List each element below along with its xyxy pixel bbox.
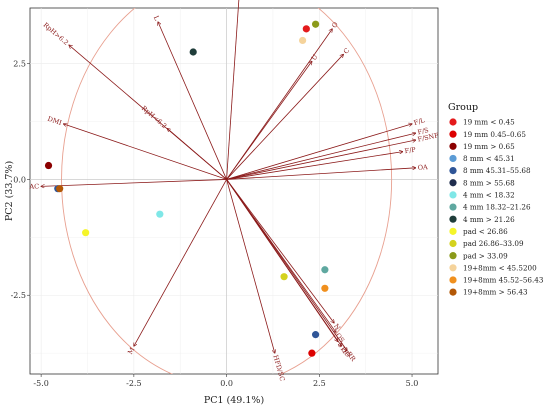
vector-arrow: [226, 61, 312, 180]
legend-label: 8 mm < 45.31: [463, 154, 515, 163]
legend-label: 19+8mm 45.52–56.43: [463, 276, 544, 285]
legend-key: [449, 191, 457, 199]
vector-label: C: [342, 46, 351, 55]
vector-arrow: [41, 179, 227, 186]
legend-key: [449, 239, 457, 248]
legend-label: pad 26.86–33.09: [463, 239, 524, 248]
x-tick-label: 0.0: [220, 379, 233, 388]
data-point: [312, 20, 320, 28]
vector-label: U: [310, 52, 320, 62]
legend-label: 4 mm 18.32–21.26: [463, 203, 531, 212]
vector-arrow: [226, 54, 344, 180]
x-tick-label: -2.5: [126, 379, 141, 388]
x-tick-label: -5.0: [33, 379, 48, 388]
legend-key: [449, 276, 457, 284]
vector-arrow: [226, 124, 412, 180]
legend-key: [449, 227, 457, 235]
legend-key: [449, 130, 457, 138]
vector-arrow: [226, 152, 403, 180]
legend-key: [449, 118, 457, 126]
vector-label: F/L: [413, 116, 427, 127]
data-point: [312, 331, 320, 339]
zero-lines: [30, 8, 438, 374]
legend-label: pad > 33.09: [463, 251, 508, 260]
vector-arrow: [226, 179, 335, 323]
legend-key: [449, 252, 457, 260]
legend-key: [449, 203, 457, 211]
vector-arrow: [226, 29, 333, 180]
y-tick-label: 0.0: [13, 175, 26, 184]
legend-label: 19+8mm > 56.43: [463, 288, 528, 297]
data-point: [299, 36, 307, 45]
legend-label: 19 mm < 0.45: [463, 118, 515, 127]
legend-key: [449, 215, 457, 223]
correlation-circle: [61, 8, 393, 374]
vector-arrow: [63, 124, 227, 180]
vector-arrow: [226, 0, 240, 180]
data-point: [156, 210, 164, 218]
vector-label: OA: [417, 163, 428, 172]
y-tick-label: -2.5: [11, 291, 26, 300]
vector-arrow: [226, 140, 416, 180]
vector-arrow: [158, 22, 227, 180]
vector-arrow: [134, 179, 227, 346]
legend-key: [449, 154, 457, 163]
y-tick-label: 2.5: [13, 60, 26, 69]
vector-label: L: [152, 14, 161, 22]
data-point: [321, 266, 329, 274]
data-points: [44, 20, 329, 357]
data-point: [308, 349, 316, 357]
legend: Group 19 mm < 0.45 19 mm 0.45–0.65 19 mm >…: [448, 102, 544, 297]
vector-label: F/S: [417, 126, 430, 136]
data-point: [302, 25, 310, 33]
vector-arrow: [226, 179, 348, 350]
data-point: [321, 284, 329, 292]
legend-label: 8 mm > 55.68: [463, 178, 515, 187]
data-point: [189, 48, 197, 56]
legend-label: pad < 26.86: [463, 227, 508, 236]
y-axis-ticks: -2.5 0.0 2.5: [11, 60, 30, 300]
legend-label: 8 mm 45.31–55.68: [463, 166, 531, 175]
legend-key: [449, 288, 457, 296]
y-axis-title: PC2 (33.7%): [4, 161, 15, 221]
x-axis-ticks: -5.0 -2.5 0.0 2.5 5.0: [33, 374, 418, 388]
data-point: [56, 185, 64, 193]
legend-label: 19 mm > 0.65: [463, 142, 515, 151]
vector-arrow: [226, 133, 416, 180]
legend-label: 4 mm > 21.26: [463, 215, 515, 224]
legend-title: Group: [448, 102, 478, 113]
legend-label: 4 mm < 18.32: [463, 191, 515, 200]
vector-label: N: [332, 322, 342, 332]
x-axis-title: PC1 (49.1%): [204, 395, 264, 406]
x-tick-label: 2.5: [313, 379, 326, 388]
legend-key: [449, 264, 457, 272]
data-point: [44, 161, 53, 170]
circle-outline: [61, 8, 393, 374]
vector-arrow: [226, 179, 275, 353]
vector-arrow: [226, 168, 416, 180]
legend-label: 19+8mm < 45.5200: [463, 263, 537, 272]
vector-label: M: [126, 346, 136, 356]
vector-label: AC: [28, 182, 39, 190]
legend-key: [449, 179, 457, 187]
data-point: [280, 273, 288, 281]
x-tick-label: 5.0: [406, 379, 419, 388]
legend-label: 19 mm 0.45–0.65: [463, 130, 526, 139]
legend-key: [449, 167, 457, 175]
data-point: [82, 229, 90, 237]
legend-key: [449, 142, 457, 150]
vector-label: F/P: [404, 146, 417, 156]
vector-arrow: [167, 128, 227, 180]
plot-panel: [29, 7, 439, 375]
vector-label: O: [330, 21, 340, 30]
